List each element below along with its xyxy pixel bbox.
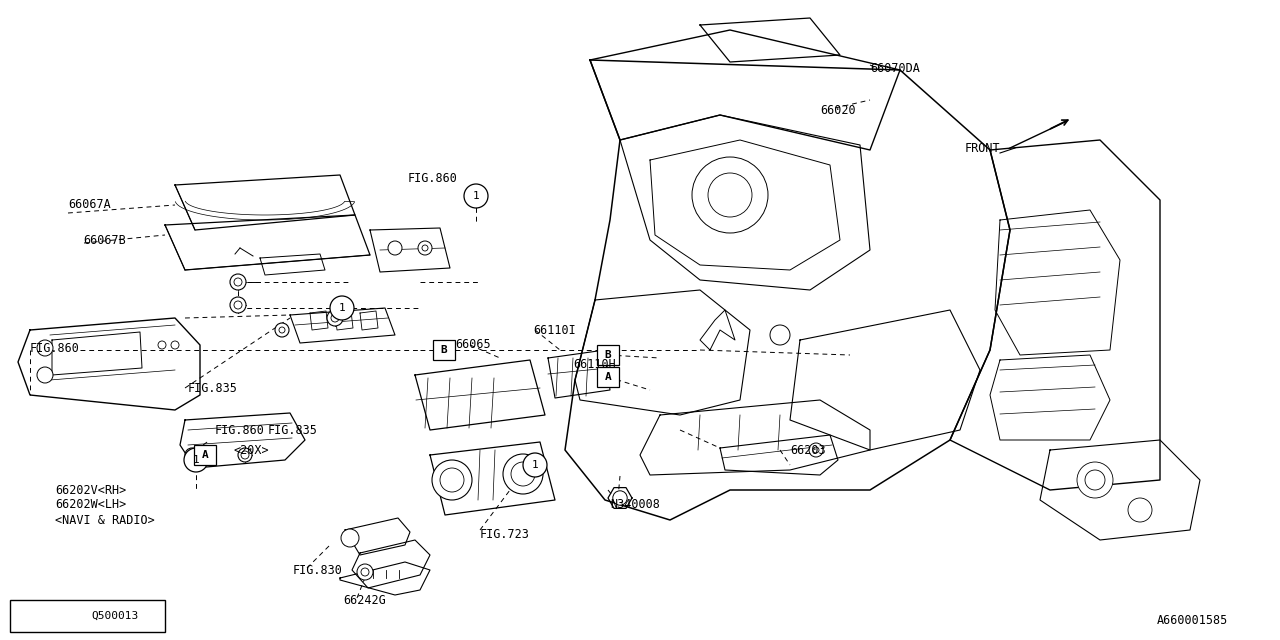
Circle shape — [809, 443, 823, 457]
Circle shape — [531, 459, 538, 465]
Bar — [433, 340, 454, 360]
Text: <NAVI & RADIO>: <NAVI & RADIO> — [55, 513, 155, 527]
Circle shape — [1128, 498, 1152, 522]
Text: FRONT: FRONT — [965, 141, 1001, 154]
Circle shape — [419, 241, 433, 255]
Text: 66110H: 66110H — [573, 358, 616, 371]
Circle shape — [692, 157, 768, 233]
Circle shape — [186, 448, 198, 462]
Circle shape — [188, 451, 196, 459]
Circle shape — [238, 448, 252, 462]
Circle shape — [230, 297, 246, 313]
Text: 1: 1 — [24, 610, 32, 620]
Text: 66067B: 66067B — [83, 234, 125, 246]
Text: FIG.723: FIG.723 — [480, 529, 530, 541]
Circle shape — [234, 278, 242, 286]
Text: 66070DA: 66070DA — [870, 61, 920, 74]
Bar — [10, 600, 165, 632]
Circle shape — [613, 491, 627, 505]
Text: 1: 1 — [531, 460, 539, 470]
Circle shape — [14, 601, 42, 629]
Text: <20X>: <20X> — [233, 444, 269, 456]
Circle shape — [511, 462, 535, 486]
Circle shape — [524, 453, 547, 477]
Circle shape — [234, 301, 242, 309]
Circle shape — [708, 173, 753, 217]
Text: 66202W<LH>: 66202W<LH> — [55, 499, 127, 511]
Circle shape — [37, 340, 52, 356]
Circle shape — [357, 564, 372, 580]
Text: FIG.860: FIG.860 — [408, 172, 458, 184]
Bar — [195, 445, 216, 465]
Text: 66242G: 66242G — [343, 593, 385, 607]
Circle shape — [388, 241, 402, 255]
Text: 66203: 66203 — [790, 444, 826, 456]
Text: Q500013: Q500013 — [91, 611, 138, 621]
Text: 1: 1 — [33, 611, 41, 621]
Circle shape — [422, 245, 428, 251]
Text: 66065: 66065 — [454, 339, 490, 351]
Text: 66202V<RH>: 66202V<RH> — [55, 483, 127, 497]
Circle shape — [340, 529, 358, 547]
Text: A: A — [202, 450, 209, 460]
Bar — [596, 367, 620, 387]
Circle shape — [1076, 462, 1114, 498]
Circle shape — [433, 460, 472, 500]
Text: FIG.860: FIG.860 — [215, 424, 265, 436]
Text: FIG.835: FIG.835 — [268, 424, 317, 436]
Circle shape — [184, 448, 207, 472]
Circle shape — [26, 605, 49, 627]
Circle shape — [440, 468, 465, 492]
Circle shape — [275, 323, 289, 337]
Circle shape — [503, 454, 543, 494]
Circle shape — [326, 310, 343, 326]
Circle shape — [771, 325, 790, 345]
Circle shape — [465, 184, 488, 208]
Text: 66020: 66020 — [820, 104, 855, 116]
Text: FIG.830: FIG.830 — [293, 563, 343, 577]
Text: B: B — [604, 350, 612, 360]
Circle shape — [332, 314, 339, 322]
Circle shape — [527, 455, 541, 469]
Text: 1: 1 — [192, 455, 200, 465]
Text: N340008: N340008 — [611, 499, 660, 511]
Circle shape — [330, 296, 355, 320]
Text: 66067A: 66067A — [68, 198, 111, 211]
Circle shape — [813, 447, 819, 453]
Circle shape — [279, 327, 285, 333]
Circle shape — [37, 367, 52, 383]
Text: FIG.860: FIG.860 — [29, 342, 79, 355]
Text: FIG.835: FIG.835 — [188, 381, 238, 394]
Text: A660001585: A660001585 — [1157, 614, 1228, 627]
Circle shape — [230, 274, 246, 290]
Circle shape — [172, 341, 179, 349]
Text: B: B — [440, 345, 448, 355]
Text: 1: 1 — [472, 191, 480, 201]
Circle shape — [1085, 470, 1105, 490]
Circle shape — [241, 451, 250, 459]
Text: 1: 1 — [339, 303, 346, 313]
Circle shape — [157, 341, 166, 349]
Text: A: A — [604, 372, 612, 382]
Text: 66110I: 66110I — [532, 323, 576, 337]
Bar — [596, 345, 620, 365]
Circle shape — [361, 568, 369, 576]
